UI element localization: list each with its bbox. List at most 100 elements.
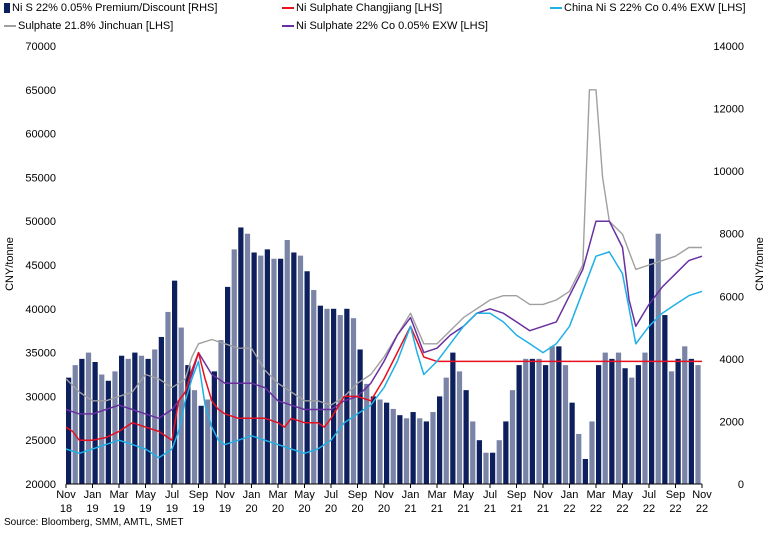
premium-bar [543,365,549,484]
premium-bar [251,252,257,484]
premium-bar [304,271,310,484]
y-left-tick-label: 25000 [25,435,56,447]
x-tick-month: Nov [533,489,553,501]
premium-bar [483,452,489,484]
premium-bar [331,308,337,484]
x-tick-month: May [135,489,156,501]
x-tick-month: May [453,489,474,501]
y-right-tick-label: 10000 [713,166,744,178]
premium-bar [350,318,357,484]
legend-swatch-premium [4,3,10,13]
y-left-tick-label: 30000 [25,391,56,403]
premium-bar [642,352,648,484]
premium-bar [132,352,138,484]
legend-swatch-china-ni-s [550,7,562,9]
premium-bar [364,383,370,484]
premium-bar [244,233,251,484]
legend-label-changjiang: Ni Sulphate Changjiang [LHS] [296,2,443,14]
premium-bar [85,352,92,484]
premium-bar [191,390,198,484]
x-tick-year: 21 [457,503,469,515]
x-tick-month: Jul [324,489,338,501]
legend-label-jinchuan: Sulphate 21.8% Jinchuan [LHS] [18,20,174,32]
x-tick-year: 21 [404,503,416,515]
premium-bar [370,396,376,484]
x-tick-month: Sep [666,489,686,501]
legend-swatch-changjiang [282,7,294,9]
x-tick-year: 20 [245,503,257,515]
x-tick-month: Nov [215,489,235,501]
premium-bar [668,371,675,484]
x-tick-year: 19 [113,503,125,515]
premium-bar [99,374,105,484]
premium-bar [649,258,655,484]
x-tick-year: 19 [86,503,98,515]
y-right-tick-label: 14000 [713,41,744,53]
premium-bar [496,440,502,484]
y-right-tick-label: 4000 [720,354,744,366]
premium-bar [476,440,482,484]
x-tick-year: 20 [325,503,337,515]
x-tick-year: 22 [669,503,681,515]
x-tick-year: 21 [510,503,522,515]
premium-bar [675,358,681,484]
premium-bar [92,361,98,484]
premium-bar [509,390,516,484]
premium-bar [278,258,284,484]
x-tick-year: 20 [272,503,284,515]
legend-item-co-005: Ni Sulphate 22% Co 0.05% EXW [LHS] [282,20,488,32]
y-left-tick-label: 65000 [25,85,56,97]
premium-bar [311,290,317,484]
premium-bar [145,358,151,484]
series-line-2 [65,89,702,406]
series-line-1 [65,251,703,459]
axes: 2000025000300003500040000450005000055000… [25,41,744,515]
premium-bar [609,358,615,484]
x-tick-month: Jul [642,489,656,501]
premium-bar [503,421,509,484]
premium-bar [556,346,562,484]
y-left-tick-label: 45000 [25,260,56,272]
premium-bar [238,227,244,484]
premium-bar [72,365,78,484]
premium-bar [165,311,171,484]
x-tick-year: 18 [60,503,72,515]
x-tick-year: 21 [431,503,443,515]
premium-bar [258,255,264,484]
x-tick-month: Nov [692,489,712,501]
y-left-tick-label: 20000 [25,479,56,491]
premium-bar [198,405,204,484]
x-tick-month: Mar [587,489,606,501]
premium-bar [450,352,456,484]
legend-swatch-co-005 [282,25,294,27]
premium-bar [602,352,608,484]
premium-bar [430,412,436,484]
x-tick-year: 22 [563,503,575,515]
x-tick-year: 22 [616,503,628,515]
y-left-tick-label: 50000 [25,216,56,228]
premium-bar [231,249,237,484]
y-left-tick-label: 40000 [25,304,56,316]
premium-bar [529,358,535,484]
x-tick-month: Jul [483,489,497,501]
premium-bar [291,252,297,484]
premium-bar [629,377,635,484]
premium-bar [66,377,72,484]
y-right-tick-label: 8000 [720,229,744,241]
premium-bar [324,308,330,484]
x-tick-year: 22 [643,503,655,515]
premium-bar [582,458,588,484]
premium-bar [410,412,416,484]
premium-bar [225,286,231,484]
x-tick-month: Jan [561,489,579,501]
premium-bar [490,452,496,484]
premium-bar [437,396,443,484]
premium-bar [185,365,191,484]
premium-bar [423,421,429,484]
x-tick-month: May [294,489,315,501]
x-tick-year: 20 [378,503,390,515]
y-right-tick-label: 12000 [713,104,744,116]
y-left-tick-label: 70000 [25,41,56,53]
premium-bar [297,255,304,484]
